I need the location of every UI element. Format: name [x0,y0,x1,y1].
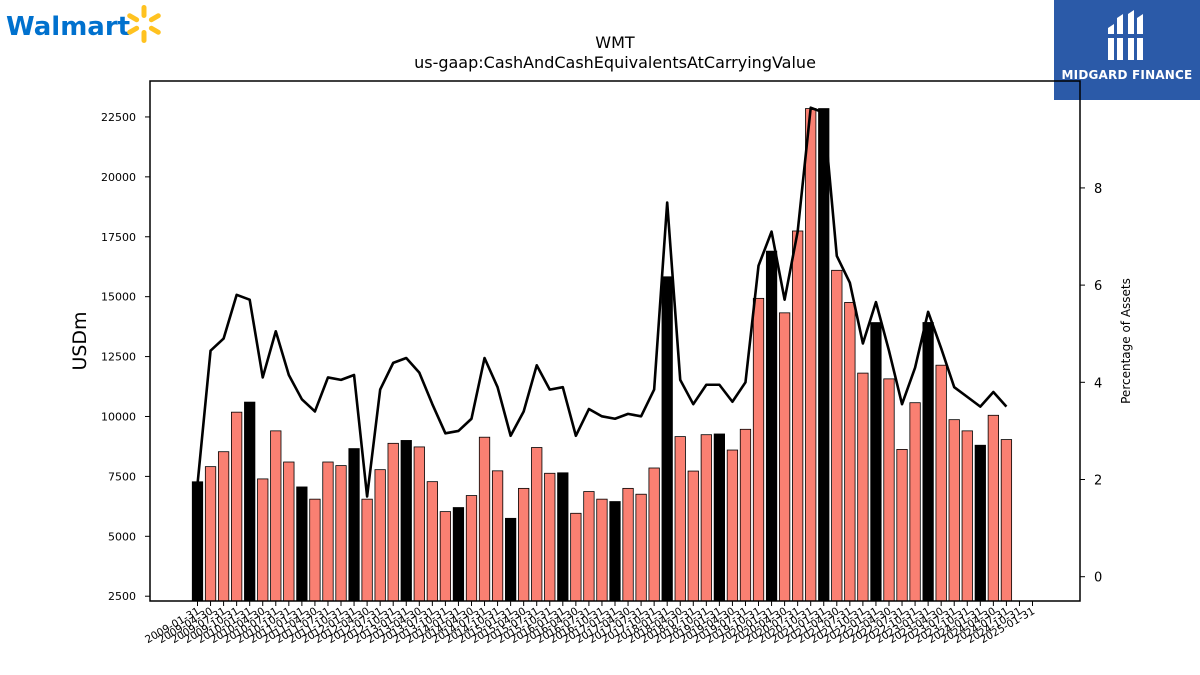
bar-2023-01-31 [922,322,934,602]
y2-tick-label: 6 [1094,279,1102,294]
y-tick-label: 2500 [108,590,136,603]
bar-2019-04-30 [726,449,739,602]
midgard-emblem-icon [1108,10,1143,60]
bar-2017-01-31 [609,501,621,602]
bar-2016-10-31 [596,498,608,602]
y-tick-label: 20000 [101,171,136,184]
y-tick-label: 12500 [101,351,136,364]
y2-tick-label: 4 [1094,376,1102,391]
y2-tick-label: 8 [1094,182,1102,197]
bar-2022-07-31 [896,449,908,602]
bar-2021-10-31 [857,372,869,602]
y-axis-right: 0 2 4 6 8 [1080,182,1102,586]
bar-2019-10-31 [752,297,765,602]
bar-2018-01-31 [661,276,673,602]
percent-line-series [196,106,1008,498]
bar-2010-01-31 [244,401,256,602]
bar-2020-10-31 [805,108,817,602]
bar-series [191,108,1013,602]
y-axis-label: USDm [69,311,91,370]
y2-tick-label: 0 [1094,571,1102,586]
y-tick-label: 22500 [101,111,136,124]
chart-title: WMT [595,33,635,52]
bar-2011-01-31 [296,486,308,602]
walmart-logo: Walmart [4,2,174,48]
bar-2019-07-31 [739,428,752,602]
bar-2009-04-30 [204,466,217,602]
y-tick-label: 7500 [108,470,136,483]
bar-2024-04-30 [987,414,999,602]
spark-icon [127,5,161,43]
y-tick-label: 10000 [101,410,136,423]
bar-2016-04-30 [570,512,582,602]
bar-2017-04-30 [622,487,634,602]
x-axis: 2009-01-312009-04-302009-07-312009-10-31… [143,601,1037,646]
bar-2012-04-30 [361,498,373,602]
bar-2020-07-31 [792,230,804,602]
bar-2012-01-31 [348,448,360,602]
y-tick-label: 15000 [101,291,136,304]
bar-2017-07-31 [635,493,647,602]
bar-2011-04-30 [309,498,321,602]
midgard-finance-logo: MIDGARD FINANCE [1054,0,1200,100]
y-tick-label: 5000 [108,530,136,543]
bar-2010-04-30 [257,478,269,602]
bar-2021-04-30 [831,269,843,602]
bar-2016-01-31 [557,472,569,602]
y2-axis-label: Percentage of Assets [1119,278,1133,404]
bar-2021-07-31 [844,302,856,602]
bar-2024-07-31 [1000,439,1013,602]
bar-2014-10-31 [491,470,504,602]
walmart-logo-text: Walmart [6,12,130,42]
bar-2009-01-31 [191,481,204,602]
bar-2010-07-31 [270,430,282,602]
bar-2021-01-31 [818,108,830,602]
bar-2015-04-30 [518,487,530,602]
midgard-logo-text: MIDGARD FINANCE [1061,68,1193,82]
bar-2010-10-31 [283,461,295,602]
bar-2013-01-31 [400,440,412,602]
bar-2015-10-31 [544,472,556,602]
bar-2015-01-31 [505,517,517,602]
bar-2009-10-31 [231,411,243,602]
bar-2020-01-31 [765,250,778,602]
bar-2024-01-31 [974,444,986,602]
bar-2014-01-31 [452,507,465,602]
bar-2015-07-31 [531,447,543,602]
bar-2018-10-31 [700,434,712,602]
bar-2020-04-30 [778,312,791,602]
y2-tick-label: 2 [1094,474,1102,489]
bar-2009-07-31 [217,451,230,602]
bar-2011-07-31 [322,461,334,602]
bar-2023-07-31 [948,419,960,602]
bar-2016-07-31 [583,491,595,602]
bar-2014-07-31 [478,436,491,602]
bar-2017-10-31 [648,467,660,602]
y-tick-label: 17500 [101,231,136,244]
bar-2022-10-31 [909,402,921,602]
bar-2011-10-31 [335,465,347,602]
bar-2013-07-31 [426,481,438,602]
bar-2019-01-31 [713,433,725,602]
bar-2018-07-31 [687,470,699,602]
bar-2012-10-31 [387,442,399,602]
bar-2022-04-30 [883,378,895,602]
bar-2013-04-30 [413,446,425,602]
bar-2023-10-31 [961,430,973,602]
bar-2018-04-30 [674,436,686,602]
bar-2014-04-30 [465,495,478,602]
y-axis-left: 2500 5000 7500 10000 12500 15000 17500 20000 225… [101,111,150,603]
percent-of-assets-line [196,106,1008,498]
chart-subtitle: us-gaap:CashAndCashEquivalentsAtCarrying… [414,53,816,72]
bar-2023-04-30 [935,364,947,602]
bar-2013-10-31 [439,511,452,602]
bar-2012-07-31 [374,469,386,602]
bar-2022-01-31 [870,322,882,602]
